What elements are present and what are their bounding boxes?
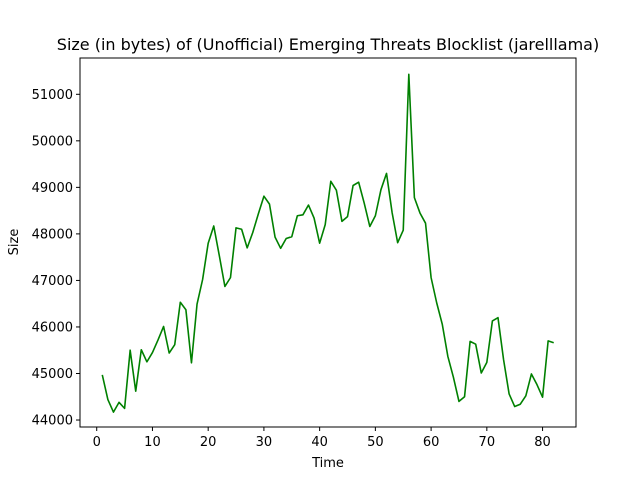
plot-frame — [79, 57, 577, 428]
x-axis-ticks: 0 10 20 30 40 50 60 70 80 — [93, 427, 551, 450]
y-tick-label: 49000 — [32, 181, 73, 196]
x-tick-label: 40 — [311, 435, 328, 450]
x-tick-label: 20 — [200, 435, 217, 450]
y-tick-label: 47000 — [32, 274, 73, 289]
series-line-0 — [101, 73, 554, 413]
y-tick-label: 44000 — [32, 414, 73, 429]
y-tick-label: 50000 — [32, 134, 73, 149]
x-tick-label: 10 — [144, 435, 161, 450]
x-tick-label: 80 — [534, 435, 551, 450]
chart-title: Size (in bytes) of (Unofficial) Emerging… — [57, 35, 599, 54]
y-tick-label: 48000 — [32, 227, 73, 242]
y-tick-label: 46000 — [32, 320, 73, 335]
y-tick-label: 51000 — [32, 88, 73, 103]
x-tick-label: 50 — [367, 435, 384, 450]
x-tick-label: 70 — [479, 435, 496, 450]
x-tick-label: 30 — [256, 435, 273, 450]
x-tick-label: 0 — [93, 435, 101, 450]
y-tick-label: 45000 — [32, 367, 73, 382]
y-axis-ticks: 44000 45000 46000 47000 48000 49000 50000 51000 — [32, 88, 80, 429]
plot-area — [101, 73, 554, 413]
x-tick-label: 60 — [423, 435, 440, 450]
y-axis-label: Size — [7, 229, 22, 256]
x-axis-label: Time — [311, 456, 344, 471]
